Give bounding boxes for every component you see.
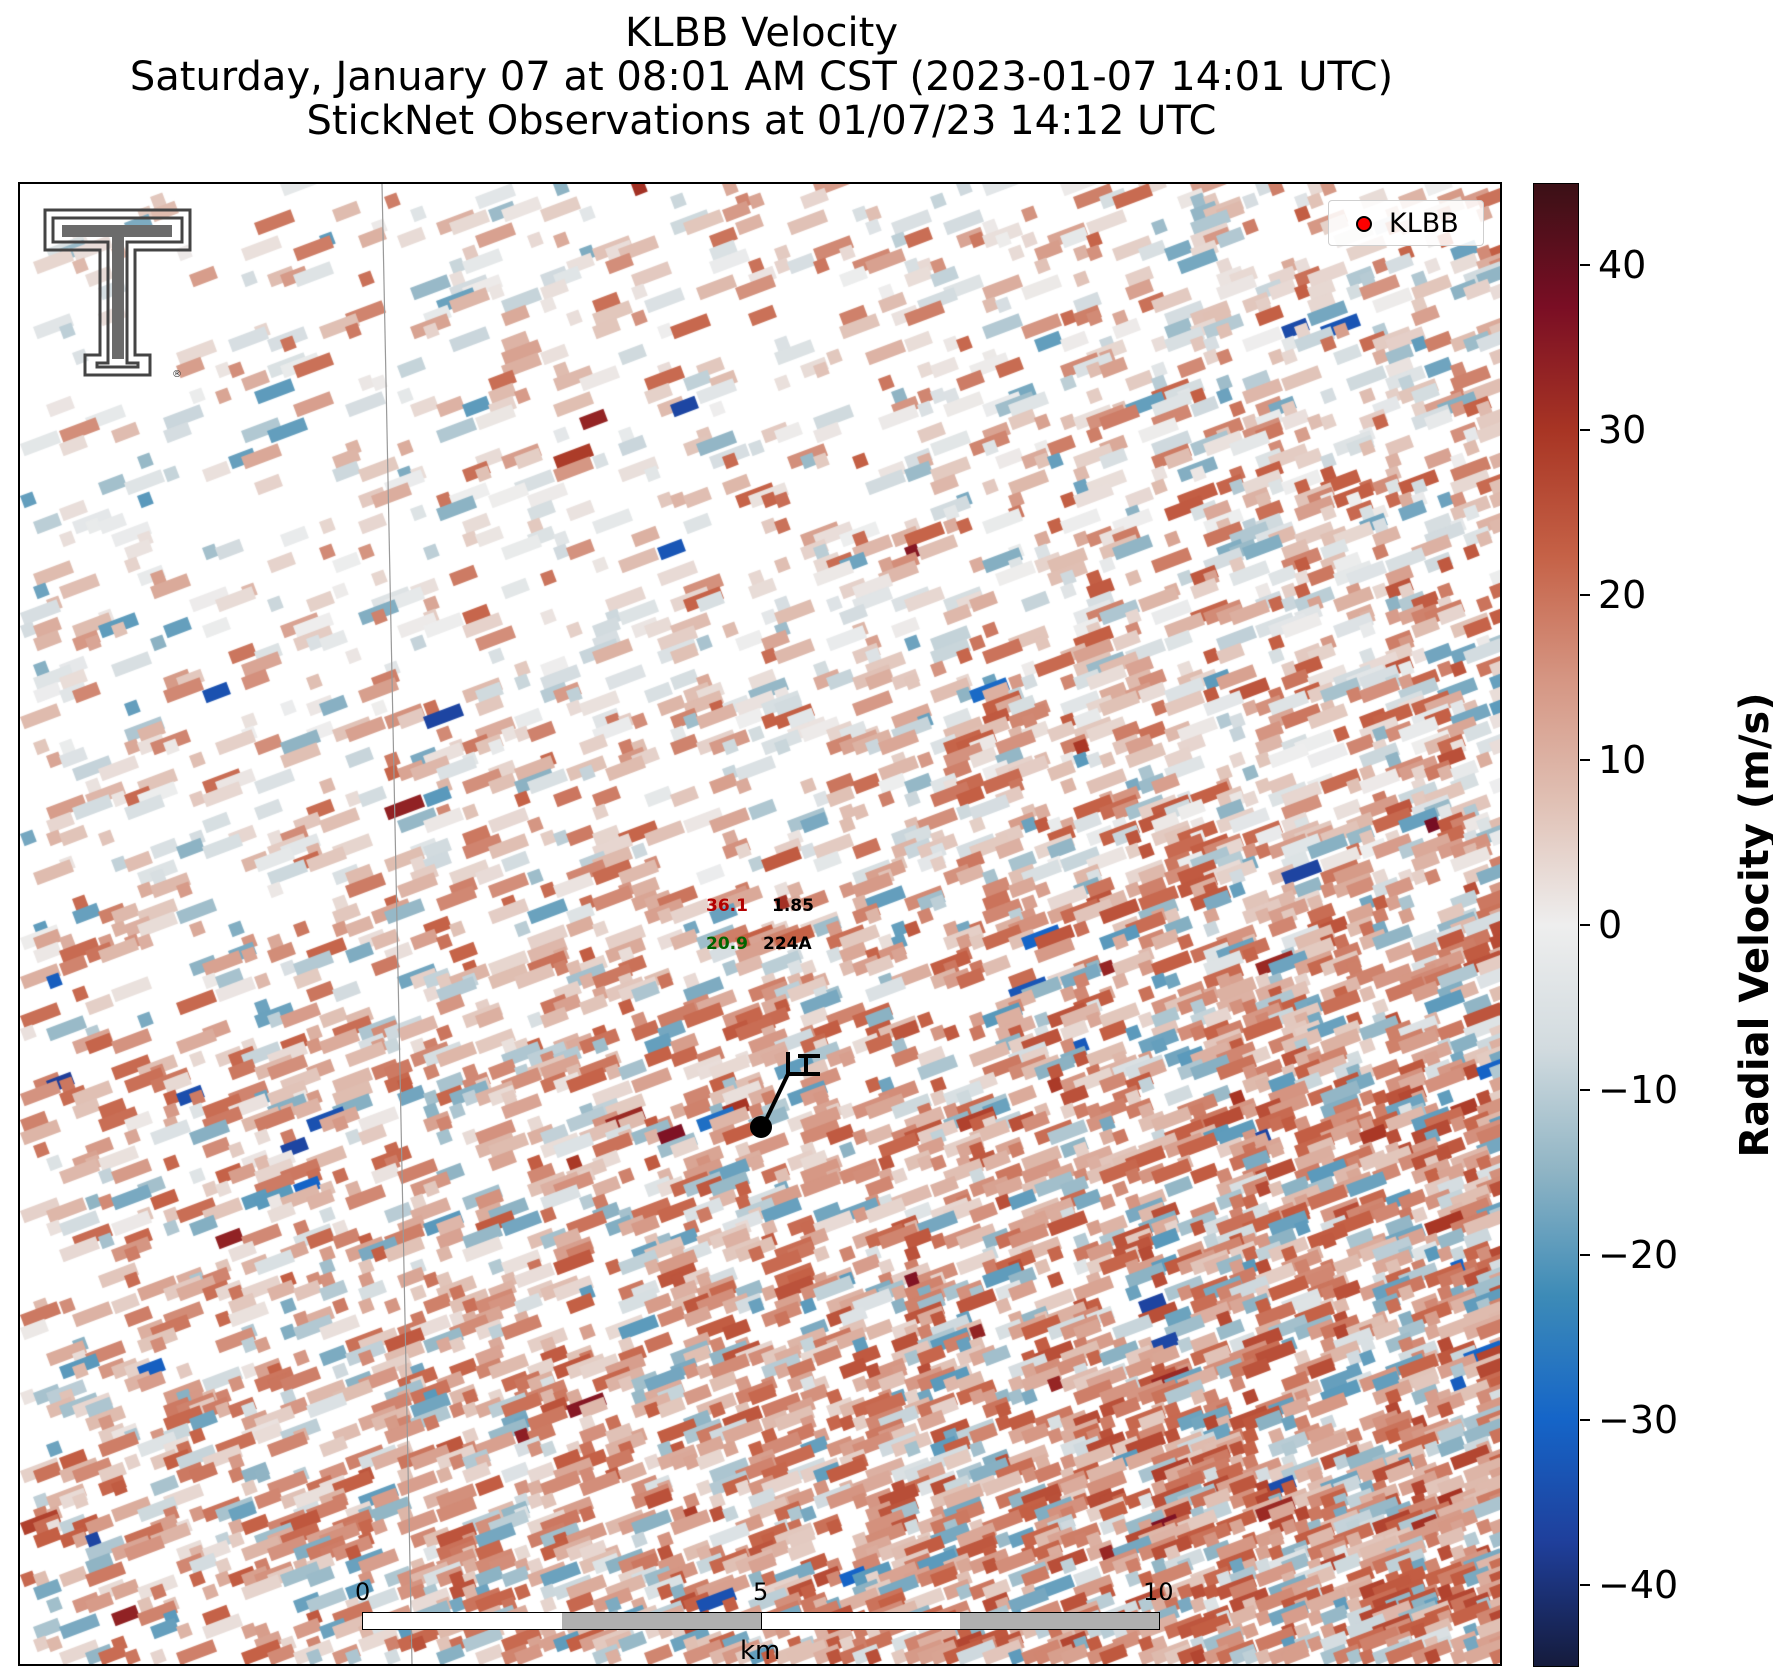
colorbar (1533, 183, 1579, 1667)
colorbar-tick-label: 20 (1598, 573, 1647, 618)
colorbar-tick-label: −30 (1598, 1397, 1679, 1442)
klbb-marker-icon (1356, 216, 1372, 232)
scale-bar (362, 1612, 1160, 1630)
colorbar-tick-label: 10 (1598, 738, 1647, 783)
colorbar-tick-mark (1580, 1418, 1590, 1421)
colorbar-tick-label: −20 (1598, 1232, 1679, 1277)
colorbar-tick-mark (1580, 1088, 1590, 1091)
title-line-3: StickNet Observations at 01/07/23 14:12 … (306, 98, 1217, 144)
station-marker-icon (750, 1116, 772, 1138)
scale-segment-4 (960, 1613, 1159, 1629)
colorbar-tick-mark (1580, 594, 1590, 597)
title-line-2: Saturday, January 07 at 08:01 AM CST (20… (129, 54, 1394, 100)
scale-tick-0: 0 (355, 1578, 371, 1606)
station-dewpoint: 20.9 (706, 934, 748, 954)
scale-segment-1 (363, 1613, 562, 1629)
colorbar-tick-label: 40 (1598, 243, 1647, 288)
scale-segment-2 (562, 1613, 761, 1629)
colorbar-tick-label: −10 (1598, 1067, 1679, 1112)
title-block: KLBB Velocity Saturday, January 07 at 08… (18, 10, 1505, 144)
station-pressure: 1.85 (772, 896, 814, 916)
title-line-1: KLBB Velocity (624, 10, 899, 56)
wind-barb-icon (760, 1052, 820, 1129)
colorbar-tick-mark (1580, 429, 1590, 432)
map-overlay (381, 184, 820, 1664)
station-temperature: 36.1 (706, 896, 748, 916)
svg-text:®: ® (172, 369, 182, 380)
colorbar-tick-mark (1580, 1253, 1590, 1256)
colorbar-tick-label: 30 (1598, 408, 1647, 453)
scale-unit: km (740, 1636, 781, 1666)
radar-map[interactable] (18, 182, 1502, 1666)
colorbar-tick-mark (1580, 759, 1590, 762)
colorbar-tick-mark (1580, 924, 1590, 926)
map-legend: KLBB (1328, 200, 1484, 246)
scale-segment-3 (761, 1613, 961, 1629)
colorbar-title: Radial Velocity (m/s) (1732, 692, 1773, 1158)
scale-tick-10: 10 (1143, 1578, 1174, 1606)
colorbar-tick-mark (1580, 1583, 1590, 1586)
colorbar-tick-label: 0 (1598, 903, 1623, 947)
county-boundary-line (381, 184, 413, 1664)
texas-tech-logo: ® (43, 208, 192, 380)
scale-tick-5: 5 (753, 1578, 769, 1606)
radar-velocity-field (20, 184, 1500, 1664)
colorbar-tick-mark (1580, 264, 1590, 267)
colorbar-tick-label: −40 (1598, 1562, 1679, 1607)
legend-label: KLBB (1389, 208, 1459, 239)
station-id: 224A (763, 934, 812, 954)
